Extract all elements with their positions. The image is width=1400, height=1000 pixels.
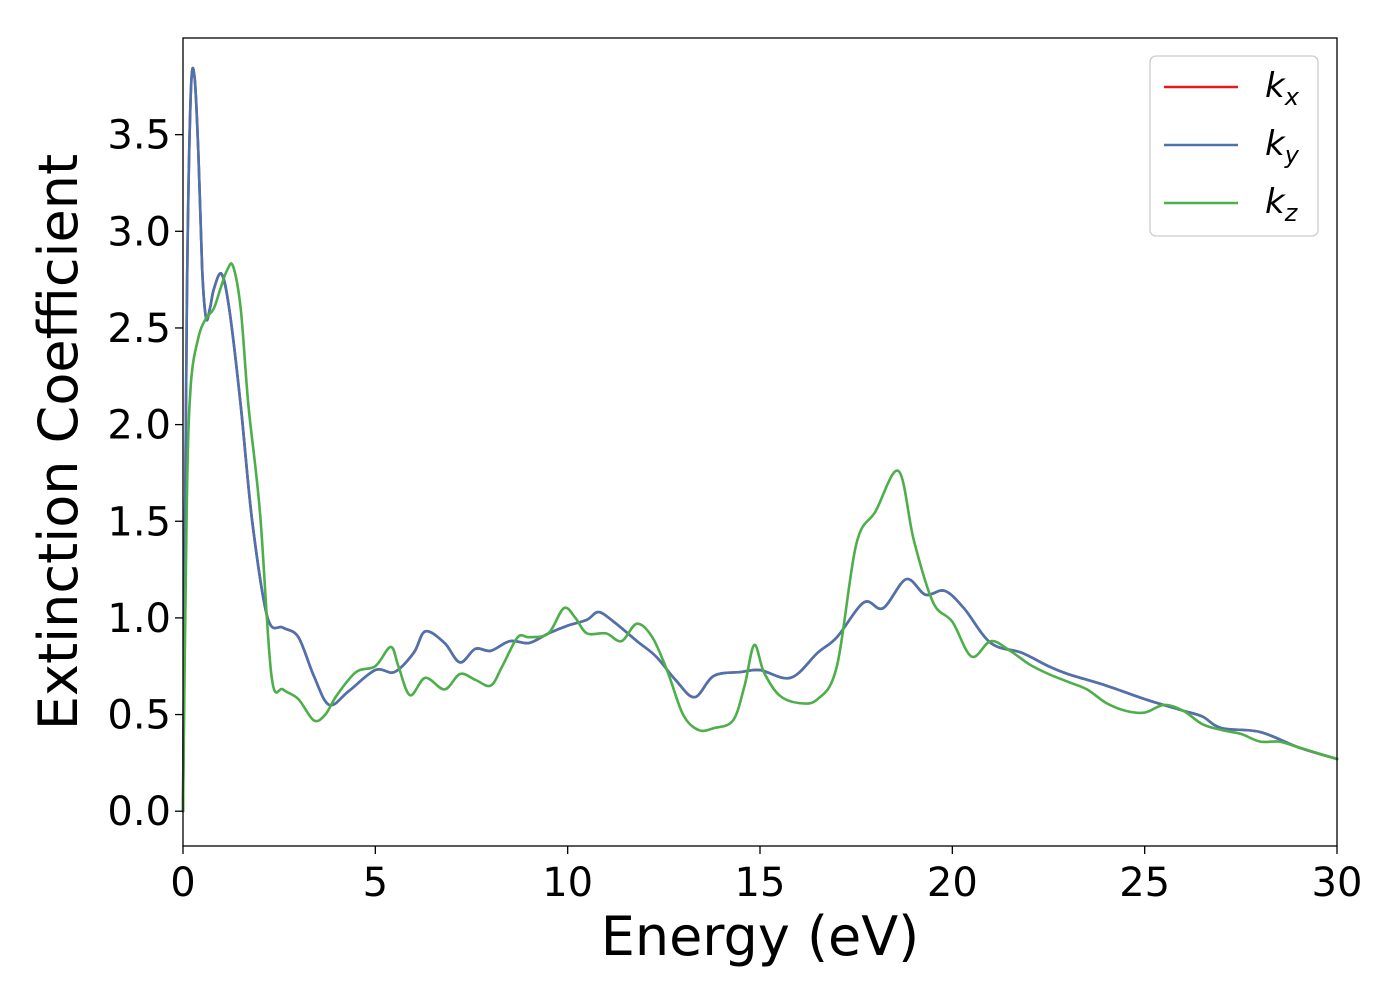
y-tick-label: 0.0 bbox=[107, 789, 171, 835]
x-tick-label: 15 bbox=[735, 860, 786, 906]
series-layer bbox=[181, 66, 1339, 813]
x-axis: 0 5 10 15 20 25 30 bbox=[170, 846, 1362, 906]
x-tick-label: 30 bbox=[1312, 860, 1363, 906]
x-axis-title: Energy (eV) bbox=[601, 905, 920, 968]
y-axis-title: Extinction Coefficient bbox=[27, 154, 90, 730]
y-axis: 0.0 0.5 1.0 1.5 2.0 2.5 3.0 3.5 bbox=[107, 113, 183, 835]
x-tick-label: 10 bbox=[542, 860, 593, 906]
y-tick-label: 1.5 bbox=[107, 499, 171, 545]
x-tick-label: 20 bbox=[927, 860, 978, 906]
x-tick-label: 25 bbox=[1119, 860, 1170, 906]
y-tick-label: 3.0 bbox=[107, 209, 171, 255]
y-tick-label: 2.5 bbox=[107, 306, 171, 352]
series-line-kz bbox=[181, 262, 1339, 813]
y-tick-label: 3.5 bbox=[107, 113, 171, 159]
y-tick-label: 2.0 bbox=[107, 403, 171, 449]
y-tick-label: 0.5 bbox=[107, 693, 171, 739]
x-tick-label: 5 bbox=[363, 860, 388, 906]
legend-label-ky: ky bbox=[1265, 124, 1300, 169]
y-tick-label: 1.0 bbox=[107, 596, 171, 642]
x-tick-label: 0 bbox=[170, 860, 195, 906]
